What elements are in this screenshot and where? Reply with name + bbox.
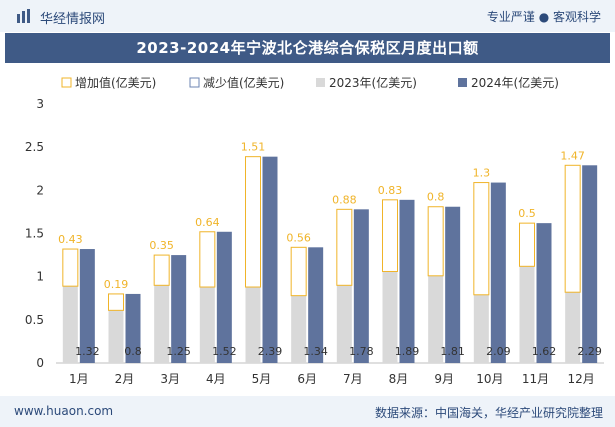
y-tick-label: 0 [36,356,44,370]
x-tick-label: 10月 [476,372,503,386]
value-label-2024: 1.25 [166,345,191,358]
chart-title: 2023-2024年宁波北仑港综合保税区月度出口额 [5,33,610,63]
bar-2023 [62,286,78,363]
increase-value-label: 0.35 [149,239,174,252]
y-tick-label: 2 [36,183,44,197]
increase-value-label: 0.56 [286,231,311,244]
increase-value-label: 0.8 [427,191,445,204]
x-tick-label: 4月 [206,372,226,386]
value-label-2024: 1.89 [395,345,420,358]
header-bar: 华经情报网 专业严谨 ● 客观科学 [0,0,615,32]
bar-increase-outline [108,293,124,311]
legend-label-s24: 2024年(亿美元) [471,75,559,90]
bar-increase-outline [245,156,261,288]
increase-value-label: 0.83 [378,184,403,197]
legend-swatch-inc [61,77,72,88]
increase-value-label: 0.64 [195,216,220,229]
bar-2023 [473,294,489,363]
bar-2024 [445,206,461,363]
tagline: 专业严谨 ● 客观科学 [486,10,601,24]
value-label-2024: 1.32 [75,345,100,358]
bar-2024 [582,165,598,363]
bar-2024 [490,182,506,363]
x-tick-label: 7月 [343,372,363,386]
legend-label-s23: 2023年(亿美元) [329,75,417,90]
increase-value-label: 0.43 [58,233,83,246]
bar-2024 [353,209,369,363]
increase-value-label: 1.3 [473,167,491,180]
legend-label-inc: 增加值(亿美元) [75,75,156,90]
x-tick-label: 11月 [522,372,549,386]
bar-2023 [199,287,215,363]
bar-2024 [399,199,415,363]
x-tick-label: 9月 [434,372,454,386]
bar-2023 [154,285,170,363]
bar-2023 [382,271,398,363]
value-label-2024: 2.39 [258,345,283,358]
y-tick-label: 2.5 [25,140,44,154]
value-label-2024: 1.62 [532,345,557,358]
bar-increase-outline [290,246,307,297]
x-tick-label: 5月 [252,372,272,386]
value-label-2024: 2.29 [577,345,602,358]
value-label-2024: 1.81 [440,345,465,358]
website-link[interactable]: www.huaon.com [14,404,114,418]
y-tick-label: 0.5 [25,313,44,327]
bar-2024 [536,223,552,363]
legend-swatch-s23 [316,78,325,87]
value-label-2024: 1.52 [212,345,237,358]
y-tick-label: 3 [36,97,44,111]
y-tick-label: 1.5 [25,227,44,241]
bar-increase-outline [336,208,353,286]
footer-bar: www.huaon.com 数据来源：中国海关，华经产业研究院整理 [0,396,615,427]
bar-2023 [245,287,261,363]
legend-label-dec: 减少值(亿美元) [203,75,284,90]
bar-2023 [428,275,444,363]
increase-value-label: 0.19 [104,278,129,291]
bar-2023 [336,285,352,363]
bar-2023 [291,295,307,363]
legend-swatch-s24 [458,78,467,87]
x-tick-label: 12月 [568,372,595,386]
bar-increase-outline [62,248,79,287]
value-label-2024: 2.09 [486,345,511,358]
value-label-2024: 1.34 [303,345,328,358]
value-label-2024: 0.8 [124,345,142,358]
bar-increase-outline [473,182,490,296]
bar-increase-outline [199,231,216,288]
value-label-2024: 1.78 [349,345,374,358]
y-tick-label: 1 [36,270,44,284]
x-tick-label: 6月 [297,372,317,386]
logo-icon [17,9,30,23]
bar-increase-outline [519,222,535,267]
bar-chart: 增加值(亿美元) 减少值(亿美元) 2023年(亿美元) 2024年(亿美元) 0 0.5… [25,75,604,386]
x-tick-label: 2月 [115,372,135,386]
legend-swatch-dec [189,77,200,88]
bar-increase-outline [427,206,444,277]
x-tick-label: 1月 [69,372,89,386]
bar-2024 [171,255,187,363]
bar-2023 [108,310,124,363]
bar-2024 [262,156,278,363]
increase-value-label: 1.51 [241,141,266,154]
x-tick-label: 3月 [160,372,180,386]
bar-2024 [216,231,232,363]
bar-increase-outline [564,164,581,293]
bar-2023 [519,266,535,363]
increase-value-label: 1.47 [560,149,585,162]
x-tick-label: 8月 [389,372,409,386]
site-name: 华经情报网 [40,12,106,27]
bar-increase-outline [382,199,398,272]
bar-2024 [308,247,324,363]
data-source: 数据来源：中国海关，华经产业研究院整理 [374,406,603,420]
bar-increase-outline [153,254,170,286]
bar-2023 [565,292,581,363]
increase-value-label: 0.88 [332,193,357,206]
bar-2024 [79,249,95,363]
bar-2024 [125,293,141,363]
increase-value-label: 0.5 [518,207,536,220]
